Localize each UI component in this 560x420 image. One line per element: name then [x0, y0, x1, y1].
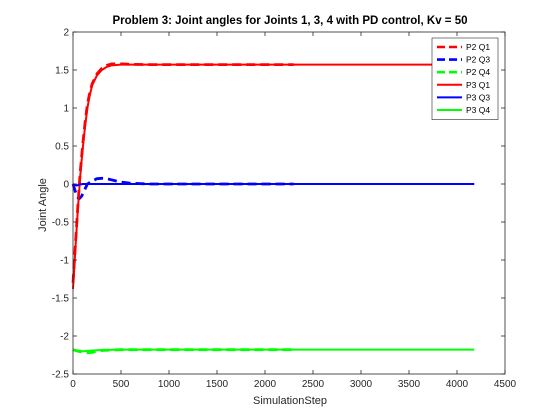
- y-tick-label: 0: [63, 180, 69, 191]
- x-tick-label: 2000: [254, 379, 277, 390]
- y-tick-label: 1: [63, 104, 69, 115]
- x-tick-label: 3000: [350, 379, 373, 390]
- legend: P2 Q1 P2 Q3 P2 Q4 P3 Q1 P3 Q3 P3 Q4: [431, 37, 499, 120]
- x-axis-label: SimulationStep: [253, 395, 327, 407]
- series-line-p3-q1: [72, 63, 475, 289]
- legend-label: P2 Q3: [466, 55, 490, 65]
- legend-box: [431, 37, 499, 120]
- chart-title: Problem 3: Joint angles for Joints 1, 3,…: [113, 15, 468, 27]
- x-tick-label: 4000: [446, 379, 469, 390]
- y-tick-label: -0.5: [52, 218, 70, 229]
- x-tick-label: 1500: [206, 379, 229, 390]
- y-tick-label: -2: [60, 332, 69, 343]
- legend-label: P2 Q1: [466, 42, 490, 52]
- x-tick-label: 500: [113, 379, 130, 390]
- legend-label: P3 Q4: [466, 105, 490, 115]
- legend-label: P3 Q1: [466, 80, 490, 90]
- x-tick-label: 4500: [494, 379, 517, 390]
- y-tick-label: -1: [60, 256, 69, 267]
- legend-label: P3 Q3: [466, 92, 490, 102]
- series-line-p3-q3: [72, 183, 475, 187]
- x-tick-label: 0: [70, 379, 76, 390]
- x-tick-label: 3500: [398, 379, 421, 390]
- axes-layer: 0 500 1000 1500 2000 2500 3000 3500 4000 4500 -2.5…: [52, 28, 517, 391]
- series-line-p3-q4: [72, 348, 475, 353]
- y-tick-label: 1.5: [55, 66, 69, 77]
- y-tick-label: 2: [63, 28, 69, 39]
- y-tick-label: 0.5: [55, 142, 69, 153]
- y-tick-label: -2.5: [52, 370, 70, 381]
- y-axis-label: Joint Angle: [37, 178, 49, 232]
- x-tick-label: 2500: [302, 379, 325, 390]
- y-tick-label: -1.5: [52, 294, 70, 305]
- axes-box: [72, 31, 506, 375]
- x-tick-label: 1000: [158, 379, 181, 390]
- legend-label: P2 Q4: [466, 67, 490, 77]
